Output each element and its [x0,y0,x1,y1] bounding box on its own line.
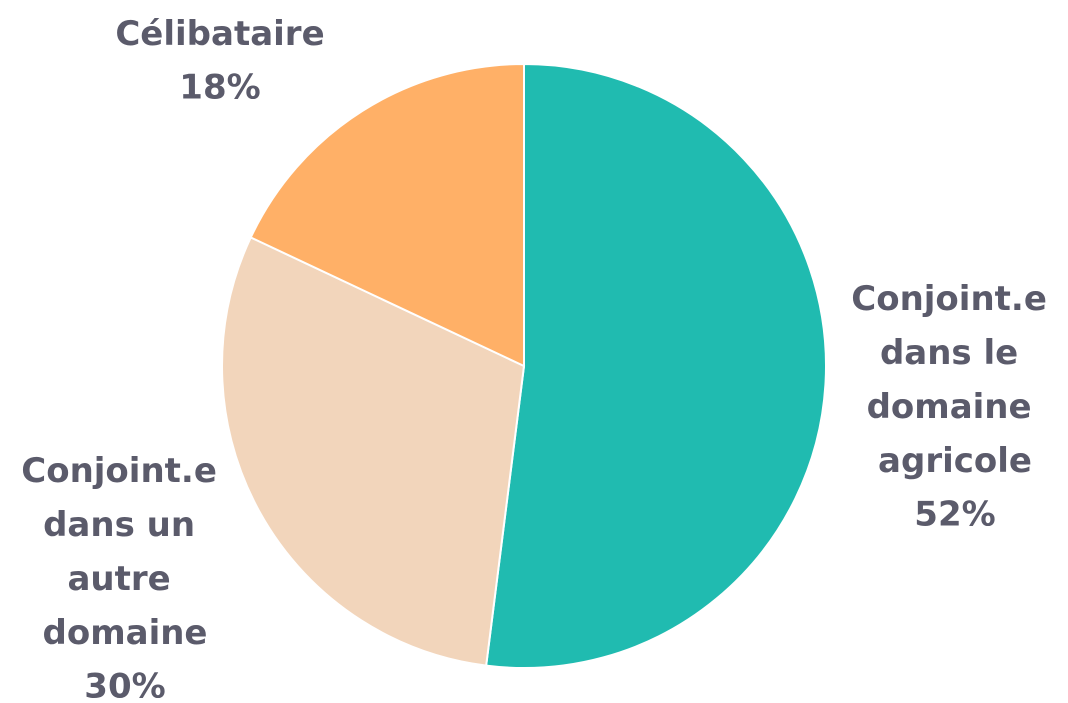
slice-label: Conjoint.e dans un autre domaine [21,451,228,653]
slice-value-label: 52% [914,495,995,535]
pie-slice [485,62,827,669]
pie-slice [221,236,526,667]
pie-slice [249,62,525,368]
slice-label: Célibataire [115,14,324,54]
slice-value-label: 18% [179,68,260,108]
slice-value-label: 30% [84,667,165,703]
slice-label: Conjoint.e dans le domaine agricole [851,279,1058,481]
